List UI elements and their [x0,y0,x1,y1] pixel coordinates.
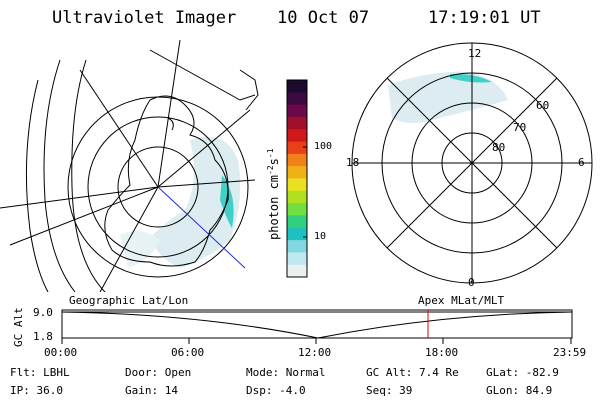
mlat-label-70: 70 [513,121,527,134]
x-tick-2359: 23:59 [553,346,587,359]
mlt-label-6: 6 [578,156,585,169]
colorbar-segment [287,178,307,192]
colorbar-segment [287,104,307,118]
colorbar-segment [287,264,307,278]
info-mode: Mode: Normal [246,366,326,379]
info-glat: GLat: -82.9 [486,366,559,379]
colorbar-segment [287,80,307,93]
colorbar-frame [286,79,308,278]
colorbar-segment [287,203,307,216]
polar-mlt-plot [351,42,593,284]
orbit-y-max: 9.0 [33,306,53,319]
info-glon: GLon: 84.9 [486,384,553,397]
colorbar-segment [287,116,307,130]
mlat-label-80: 80 [492,141,506,154]
info-dsp: Dsp: -4.0 [246,384,306,397]
geographic-map [0,40,259,292]
info-gain: Gain: 14 [125,384,178,397]
info-ip: IP: 36.0 [10,384,63,397]
colorbar-segment [287,153,307,167]
mlt-label-0: 0 [468,276,475,289]
colorbar-segment [287,166,307,179]
date-label: 10 Oct 07 [277,8,370,28]
colorbar-segment [287,240,307,253]
time-label: 17:19:01 UT [428,8,541,28]
colorbar-segment [287,227,307,241]
x-tick-1800: 18:00 [425,346,459,359]
colorbar-segment [287,141,307,155]
colorbar-unit-label: photon cm-2s-1 [266,148,281,240]
orbit-y-axis-label: GC Alt [12,307,25,347]
apex-caption: Apex MLat/MLT [418,294,505,307]
colorbar-segment [287,92,307,106]
colorbar-segment [287,190,307,204]
x-tick-0600: 06:00 [171,346,205,359]
info-flt: Flt: LBHL [10,366,70,379]
x-tick-1200: 12:00 [298,346,332,359]
colorbar-segment [287,252,307,266]
orbit-y-min: 1.8 [33,330,53,343]
info-seq: Seq: 39 [366,384,413,397]
mlat-label-60: 60 [536,99,550,112]
instrument-title: Ultraviolet Imager [52,8,237,28]
orbit-plot [61,309,573,344]
geographic-caption: Geographic Lat/Lon [69,294,189,307]
info-gc-alt: GC Alt: 7.4 Re [366,366,459,379]
colorbar [286,79,308,278]
x-tick-0000: 00:00 [44,346,78,359]
mlt-label-12: 12 [468,47,482,60]
colorbar-segment [287,215,307,229]
colorbar-segment [287,129,307,143]
mlt-label-18: 18 [346,156,360,169]
colorbar-tick-100: 100 [314,141,333,152]
info-door: Door: Open [125,366,192,379]
colorbar-tick-10: 10 [314,231,327,242]
